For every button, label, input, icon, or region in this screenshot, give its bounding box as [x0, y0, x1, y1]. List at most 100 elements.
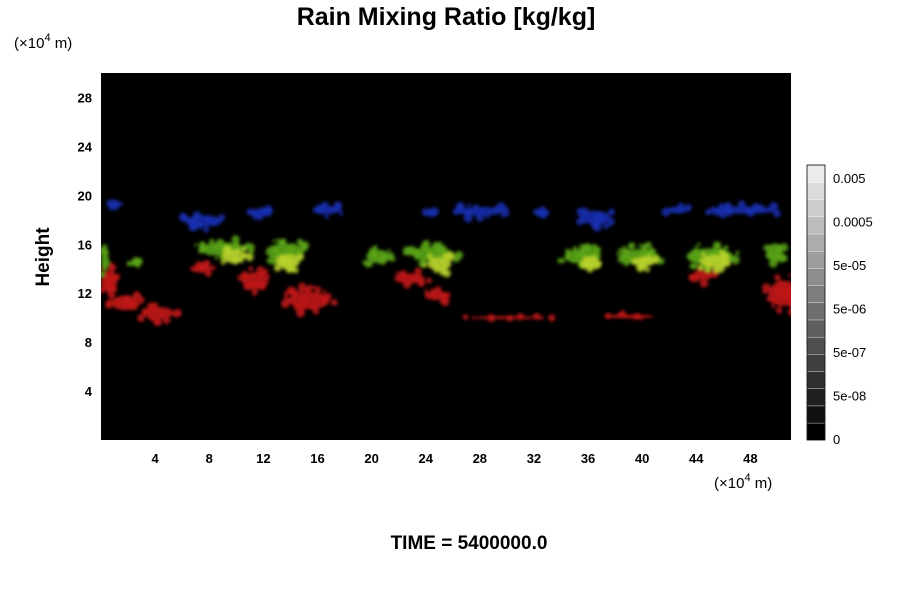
rain-cell: [298, 288, 303, 293]
rain-cell: [776, 243, 783, 250]
rain-cell: [232, 256, 236, 260]
rain-cell: [426, 248, 432, 255]
rain-cell: [638, 243, 643, 248]
rain-cell: [299, 308, 305, 315]
rain-cell: [336, 204, 341, 209]
rain-cell: [677, 202, 685, 209]
rain-cell: [576, 217, 584, 226]
rain-cell: [262, 269, 268, 276]
rain-cell: [516, 313, 524, 321]
rain-cell: [220, 259, 226, 265]
rain-cell: [426, 253, 433, 260]
rain-cell: [768, 207, 772, 212]
x-tick-label: 24: [418, 451, 433, 466]
rain-cell: [246, 208, 254, 216]
rain-cell: [232, 242, 239, 250]
rain-cell: [414, 256, 418, 261]
rain-cell: [233, 249, 238, 254]
rain-cell: [762, 283, 771, 292]
rain-cell: [577, 208, 582, 213]
rain-cell: [272, 239, 276, 243]
rain-cell: [241, 246, 247, 252]
rain-cell: [604, 312, 612, 320]
colorbar-level: [806, 422, 826, 441]
rain-cell: [371, 253, 378, 260]
rain-cell: [706, 256, 712, 261]
rain-cell: [798, 285, 802, 289]
x-tick-label: 40: [635, 451, 649, 466]
rain-cell: [746, 208, 755, 217]
rain-cell: [147, 302, 156, 311]
rain-cell: [107, 260, 111, 264]
rain-cell: [718, 203, 725, 210]
rain-cell: [786, 289, 791, 294]
rain-cell: [224, 247, 233, 257]
rain-cell: [421, 208, 427, 214]
rain-cell: [474, 204, 479, 209]
rain-cell: [641, 255, 650, 263]
rain-cell: [498, 207, 503, 212]
rain-cell: [314, 286, 322, 293]
rain-cell: [424, 289, 429, 294]
rain-cell: [403, 280, 412, 289]
rain-cell: [204, 270, 212, 278]
rain-cell: [684, 203, 692, 212]
rain-cell: [695, 245, 699, 249]
rain-cell: [771, 300, 777, 305]
rain-cell: [775, 307, 783, 314]
rain-cell: [337, 207, 342, 213]
rain-cell: [367, 260, 374, 267]
rain-cell: [118, 201, 123, 207]
rain-cell: [106, 299, 113, 305]
rain-cell: [247, 248, 255, 255]
rain-cell: [304, 286, 311, 294]
rain-cluster: [101, 251, 110, 271]
rain-cell: [776, 293, 782, 299]
rain-cell: [435, 264, 441, 270]
rain-cell: [235, 247, 240, 252]
rain-cell: [778, 279, 784, 286]
rain-cell: [113, 273, 121, 281]
rain-cell: [126, 260, 132, 267]
rain-cell: [141, 308, 148, 315]
rain-cell: [616, 252, 621, 256]
rain-cell: [280, 299, 290, 309]
rain-cell: [635, 313, 641, 318]
rain-cell: [444, 292, 451, 299]
rain-cell: [241, 251, 248, 258]
rain-layer: [101, 259, 802, 327]
rain-cell: [485, 214, 490, 219]
rain-cell: [786, 293, 791, 301]
rain-cell: [769, 201, 779, 211]
rain-cell: [177, 311, 182, 316]
rain-cell: [282, 264, 288, 270]
rain-cell: [422, 213, 427, 217]
rain-cell: [618, 310, 626, 318]
rain-cell: [718, 209, 723, 214]
rain-cell: [185, 218, 191, 223]
rain-cell: [312, 285, 316, 290]
rain-cell: [378, 256, 387, 265]
rain-cell: [690, 250, 695, 255]
rain-cell: [160, 312, 164, 317]
rain-cell: [487, 314, 496, 323]
rain-cell: [768, 259, 778, 268]
rain-cell: [572, 246, 578, 252]
rain-cell: [644, 266, 651, 273]
y-tick-label: 16: [78, 237, 92, 252]
rain-cell: [198, 266, 206, 273]
rain-cell: [777, 303, 782, 308]
rain-cell: [276, 238, 281, 243]
rain-cell: [256, 266, 265, 275]
rain-cell: [246, 253, 251, 258]
rain-cell: [635, 253, 640, 258]
rain-cell: [412, 275, 417, 280]
colorbar-level: [806, 181, 826, 200]
rain-cell: [162, 316, 171, 325]
rain-cell: [628, 242, 636, 250]
rain-cell: [765, 251, 774, 260]
rain-cell: [572, 258, 577, 263]
rain-cell: [105, 286, 113, 293]
colorbar: [806, 164, 826, 441]
rain-cell: [631, 257, 639, 266]
